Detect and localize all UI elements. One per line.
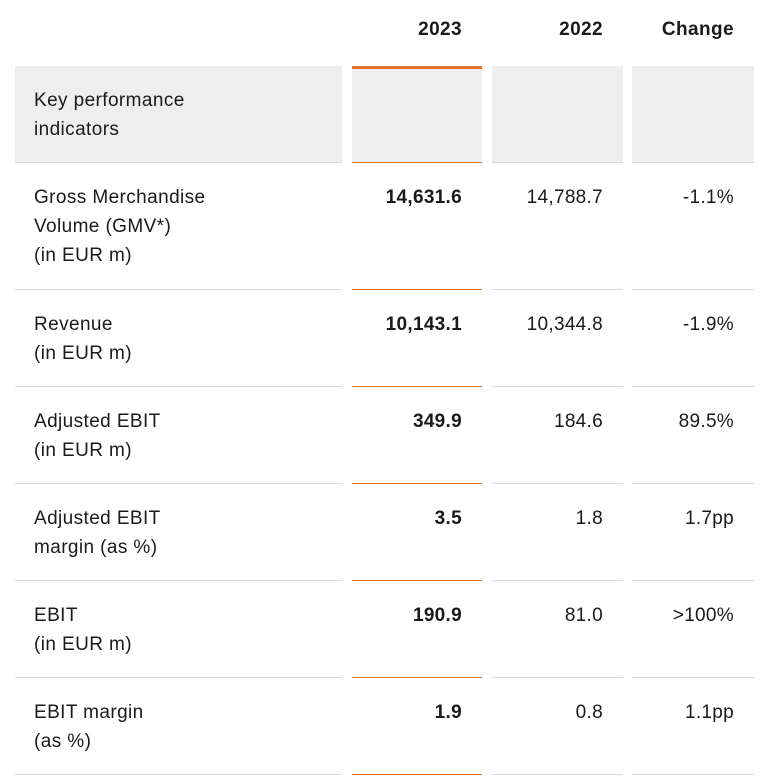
row-divider <box>632 580 754 581</box>
row-divider <box>632 677 754 678</box>
table-row: Revenue (in EUR m) 10,143.1 10,344.8 -1.9% <box>0 290 769 387</box>
table-row: EBIT (in EUR m) 190.9 81.0 >100% <box>0 581 769 678</box>
value-change: >100% <box>672 605 734 626</box>
section-header-band-2022 <box>492 66 623 163</box>
row-divider-accent <box>352 483 482 484</box>
section-header-rule-2022 <box>492 162 623 163</box>
row-divider <box>15 774 342 775</box>
row-divider-accent <box>352 386 482 387</box>
row-divider <box>492 580 623 581</box>
table-row: Adjusted EBIT (in EUR m) 349.9 184.6 89.5% <box>0 387 769 484</box>
table-row: EBIT margin (as %) 1.9 0.8 1.1pp <box>0 678 769 775</box>
section-header-band-label <box>15 66 342 163</box>
section-header-band-change <box>632 66 754 163</box>
row-divider <box>15 580 342 581</box>
row-divider <box>15 289 342 290</box>
row-divider <box>15 386 342 387</box>
column-header-change: Change <box>661 19 734 40</box>
row-divider <box>632 386 754 387</box>
value-2022: 184.6 <box>553 411 603 432</box>
row-divider <box>492 677 623 678</box>
value-change: -1.1% <box>682 187 734 208</box>
row-divider <box>632 774 754 775</box>
section-title: Key performance indicators <box>34 90 185 140</box>
row-divider <box>632 483 754 484</box>
value-2023: 1.9 <box>434 702 462 723</box>
section-header-rule-2023 <box>352 162 482 163</box>
table-row: Adjusted EBIT margin (as %) 3.5 1.8 1.7pp <box>0 484 769 581</box>
value-change: 89.5% <box>678 411 734 432</box>
row-label: Gross Merchandise Volume (GMV*) (in EUR … <box>34 187 206 266</box>
row-divider <box>15 677 342 678</box>
column-header-2023: 2023 <box>418 19 462 40</box>
row-divider-accent <box>352 580 482 581</box>
row-label: EBIT (in EUR m) <box>34 605 132 655</box>
value-2023: 349.9 <box>412 411 462 432</box>
value-2022: 10,344.8 <box>526 314 603 335</box>
value-change: 1.7pp <box>684 508 734 529</box>
table-row: Gross Merchandise Volume (GMV*) (in EUR … <box>0 163 769 290</box>
row-divider <box>492 774 623 775</box>
value-2023: 3.5 <box>434 508 462 529</box>
section-header-rule-label <box>15 162 342 163</box>
row-label: Revenue (in EUR m) <box>34 314 132 364</box>
section-header-rule-change <box>632 162 754 163</box>
column-header-2022: 2022 <box>559 19 603 40</box>
value-2023: 10,143.1 <box>385 314 462 335</box>
value-2023: 190.9 <box>412 605 462 626</box>
value-2022: 0.8 <box>575 702 603 723</box>
row-label: EBIT margin (as %) <box>34 702 144 752</box>
value-2022: 14,788.7 <box>526 187 603 208</box>
value-change: 1.1pp <box>684 702 734 723</box>
section-header-band-2023 <box>352 66 482 163</box>
row-label: Adjusted EBIT (in EUR m) <box>34 411 161 461</box>
value-2022: 81.0 <box>564 605 603 626</box>
row-label: Adjusted EBIT margin (as %) <box>34 508 161 558</box>
row-divider <box>492 483 623 484</box>
value-2022: 1.8 <box>575 508 603 529</box>
value-2023: 14,631.6 <box>385 187 462 208</box>
row-divider <box>492 289 623 290</box>
row-divider-accent <box>352 774 482 775</box>
row-divider <box>15 483 342 484</box>
row-divider <box>632 289 754 290</box>
row-divider-accent <box>352 289 482 290</box>
value-change: -1.9% <box>682 314 734 335</box>
row-divider <box>492 386 623 387</box>
row-divider-accent <box>352 677 482 678</box>
